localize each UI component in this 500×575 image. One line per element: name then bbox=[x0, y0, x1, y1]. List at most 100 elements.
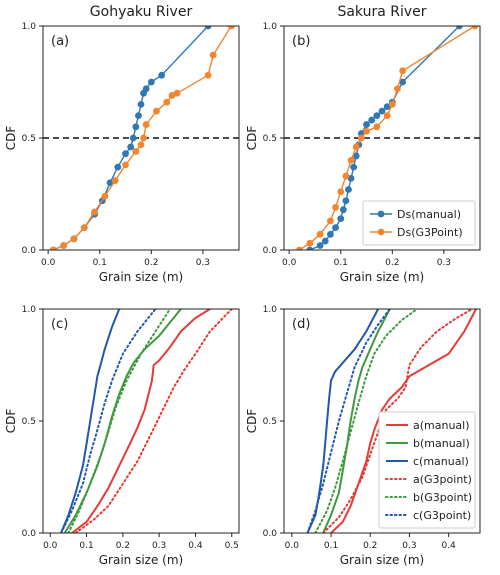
x-tick-label: 0.1 bbox=[334, 258, 348, 268]
data-point bbox=[383, 103, 391, 111]
legend-label: Ds(G3Point) bbox=[397, 226, 463, 239]
data-point bbox=[337, 188, 345, 196]
axes-frame bbox=[42, 25, 240, 251]
x-tick-label: 0.1 bbox=[93, 258, 107, 268]
data-point bbox=[140, 134, 147, 142]
y-axis-label: CDF bbox=[245, 409, 259, 434]
data-point bbox=[471, 26, 479, 30]
series-line-3 bbox=[322, 309, 474, 533]
y-tick-label: 0.5 bbox=[263, 134, 277, 144]
x-tick-label: 0.2 bbox=[144, 258, 158, 268]
legend-label: c(G3point) bbox=[413, 509, 471, 522]
data-point bbox=[132, 123, 140, 131]
data-point bbox=[60, 242, 68, 249]
data-point bbox=[337, 215, 345, 223]
data-point bbox=[394, 85, 401, 93]
axes-frame bbox=[283, 308, 481, 534]
panel-title: Gohyaku River bbox=[90, 4, 193, 20]
data-point bbox=[135, 112, 142, 119]
x-tick-label: 0.5 bbox=[225, 541, 239, 551]
legend-label: b(manual) bbox=[413, 437, 470, 450]
legend-marker bbox=[377, 210, 385, 218]
y-tick-label: 0.0 bbox=[263, 529, 278, 539]
x-axis-label: Grain size (m) bbox=[99, 270, 183, 284]
y-tick-label: 0.5 bbox=[263, 417, 277, 427]
y-axis-label: CDF bbox=[4, 126, 18, 151]
y-tick-label: 0.5 bbox=[22, 134, 36, 144]
legend-label: b(G3point) bbox=[413, 491, 472, 504]
legend: a(manual) b(manual) c(manual) a(G3point) b(G… bbox=[378, 411, 476, 529]
panel-label: (a) bbox=[51, 34, 69, 49]
legend-label: a(manual) bbox=[413, 419, 470, 432]
plot-area bbox=[296, 26, 479, 250]
panel-c: 0.0 0.1 0.2 0.3 0.4 0.5 0.0 0.5 1.0 Grain size (m… bbox=[4, 305, 240, 567]
series-line-4 bbox=[314, 309, 419, 533]
y-tick-label: 0.0 bbox=[22, 246, 37, 256]
panel-title: Sakura River bbox=[337, 4, 426, 20]
data-point bbox=[347, 174, 355, 182]
data-point bbox=[363, 121, 370, 128]
x-tick-label: 0.3 bbox=[402, 541, 416, 551]
x-tick-label: 0.3 bbox=[437, 258, 451, 268]
data-point bbox=[204, 26, 212, 30]
data-point bbox=[388, 101, 396, 108]
legend: Ds(manual) Ds(G3Point) bbox=[362, 200, 476, 246]
data-point bbox=[168, 92, 176, 99]
axes-frame bbox=[42, 308, 240, 534]
legend-marker bbox=[377, 228, 385, 236]
data-point bbox=[106, 179, 114, 187]
data-point bbox=[347, 157, 355, 164]
series-line-1 bbox=[322, 309, 391, 533]
data-point bbox=[350, 163, 358, 171]
data-point bbox=[306, 246, 314, 250]
x-tick-label: 0.4 bbox=[441, 541, 456, 551]
data-point bbox=[327, 230, 334, 238]
y-axis-label: CDF bbox=[4, 409, 18, 434]
data-point bbox=[129, 134, 137, 142]
data-point bbox=[147, 78, 155, 86]
data-point bbox=[342, 172, 350, 180]
x-tick-label: 0.3 bbox=[152, 541, 166, 551]
data-point bbox=[357, 134, 365, 142]
data-point bbox=[122, 161, 129, 169]
data-point bbox=[399, 78, 407, 86]
series-line-4 bbox=[67, 309, 171, 533]
series-line-2 bbox=[60, 309, 121, 533]
y-axis-label: CDF bbox=[245, 126, 259, 151]
panel-d: 0.0 0.1 0.2 0.3 0.4 0.0 0.5 1.0 Grain size (m) CD… bbox=[245, 305, 481, 567]
data-point bbox=[383, 112, 391, 119]
legend-label: a(G3point) bbox=[413, 473, 472, 486]
data-point bbox=[132, 148, 140, 155]
data-point bbox=[227, 26, 235, 30]
x-tick-label: 0.0 bbox=[43, 541, 58, 551]
data-point bbox=[209, 51, 217, 59]
data-point bbox=[122, 150, 129, 158]
series-line-5 bbox=[306, 309, 391, 533]
data-point bbox=[373, 123, 381, 131]
series-line-5 bbox=[60, 309, 157, 533]
series-line-1 bbox=[63, 309, 182, 533]
x-tick-label: 0.3 bbox=[196, 258, 210, 268]
data-point bbox=[158, 71, 166, 79]
x-axis-label: Grain size (m) bbox=[340, 553, 424, 567]
y-tick-label: 1.0 bbox=[22, 22, 37, 32]
data-point bbox=[49, 246, 57, 250]
x-tick-label: 0.1 bbox=[79, 541, 93, 551]
series-line-3 bbox=[74, 309, 233, 533]
data-point bbox=[114, 163, 122, 171]
data-point bbox=[296, 246, 303, 250]
panel-a: Gohyaku River 0.0 0.1 0.2 0.3 0.0 0.5 1.0 Grain … bbox=[4, 4, 240, 284]
x-tick-label: 0.0 bbox=[282, 258, 297, 268]
data-point bbox=[137, 141, 145, 149]
y-tick-label: 1.0 bbox=[263, 305, 278, 315]
plot-area bbox=[60, 309, 233, 533]
x-tick-label: 0.1 bbox=[324, 541, 338, 551]
data-point bbox=[368, 116, 376, 124]
axes-frame bbox=[283, 25, 481, 251]
data-point bbox=[339, 206, 347, 214]
data-point bbox=[342, 197, 350, 205]
data-point bbox=[101, 192, 109, 200]
x-tick-label: 0.2 bbox=[363, 541, 377, 551]
y-tick-label: 0.0 bbox=[263, 246, 278, 256]
